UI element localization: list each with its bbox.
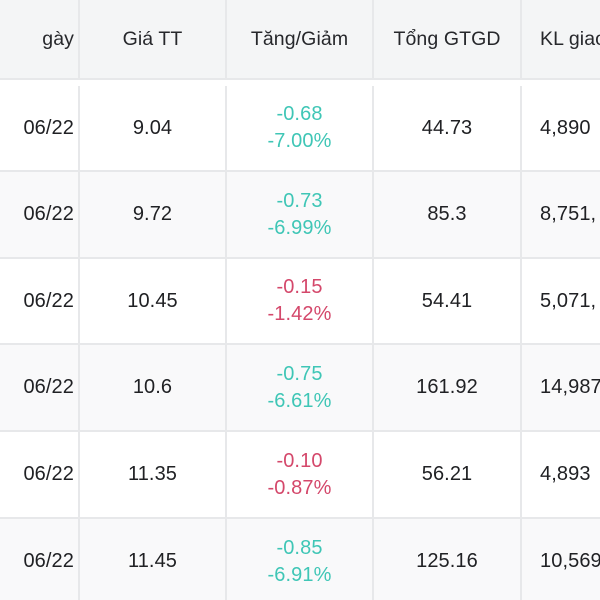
- table-row-5-total-value: 56.21: [374, 432, 522, 519]
- column-header-total-value[interactable]: Tổng GTGD: [374, 0, 522, 80]
- table-row-5-volume: 4,893: [522, 432, 600, 519]
- table-row-5-date: 06/22: [0, 432, 80, 519]
- change-percent: -1.42%: [267, 303, 332, 325]
- change-value: -0.85: [276, 536, 323, 559]
- table-row-1-total-value: 44.73: [374, 86, 522, 172]
- table-row-5-change: -0.10 -0.87%: [227, 432, 374, 519]
- table-row-1-price: 9.04: [80, 86, 227, 172]
- column-header-volume[interactable]: KL giao: [522, 0, 600, 80]
- table-row-6-total-value: 125.16: [374, 519, 522, 600]
- table-row-1-volume: 4,890: [522, 86, 600, 172]
- table-row-2-date: 06/22: [0, 172, 80, 259]
- table-row-4-volume: 14,987: [522, 345, 600, 432]
- column-header-price[interactable]: Giá TT: [80, 0, 227, 80]
- change-value: -0.10: [276, 449, 323, 472]
- change-value: -0.68: [276, 103, 323, 125]
- table-row-3-total-value: 54.41: [374, 259, 522, 345]
- table-row-2-volume: 8,751,: [522, 172, 600, 259]
- table-row-3-change: -0.15 -1.42%: [227, 259, 374, 345]
- table-row-6-change: -0.85 -6.91%: [227, 519, 374, 600]
- change-percent: -6.99%: [267, 216, 332, 239]
- table-row-6-price: 11.45: [80, 519, 227, 600]
- change-value: -0.75: [276, 362, 323, 385]
- column-header-change[interactable]: Tăng/Giảm: [227, 0, 374, 80]
- change-value: -0.15: [276, 276, 323, 298]
- table-row-2-total-value: 85.3: [374, 172, 522, 259]
- table-row-2-price: 9.72: [80, 172, 227, 259]
- table-row-4-change: -0.75 -6.61%: [227, 345, 374, 432]
- table-row-6-volume: 10,569: [522, 519, 600, 600]
- table-row-1-date: 06/22: [0, 86, 80, 172]
- table-row-4-total-value: 161.92: [374, 345, 522, 432]
- table-row-3-volume: 5,071,: [522, 259, 600, 345]
- table-row-4-price: 10.6: [80, 345, 227, 432]
- column-header-date[interactable]: gày: [0, 0, 80, 80]
- change-percent: -6.91%: [267, 563, 332, 586]
- table-row-6-date: 06/22: [0, 519, 80, 600]
- table-row-3-price: 10.45: [80, 259, 227, 345]
- change-percent: -0.87%: [267, 476, 332, 499]
- change-percent: -6.61%: [267, 389, 332, 412]
- table-row-5-price: 11.35: [80, 432, 227, 519]
- table-row-4-date: 06/22: [0, 345, 80, 432]
- table-row-3-date: 06/22: [0, 259, 80, 345]
- change-value: -0.73: [276, 189, 323, 212]
- change-percent: -7.00%: [267, 130, 332, 152]
- table-row-1-change: -0.68 -7.00%: [227, 86, 374, 172]
- table-row-2-change: -0.73 -6.99%: [227, 172, 374, 259]
